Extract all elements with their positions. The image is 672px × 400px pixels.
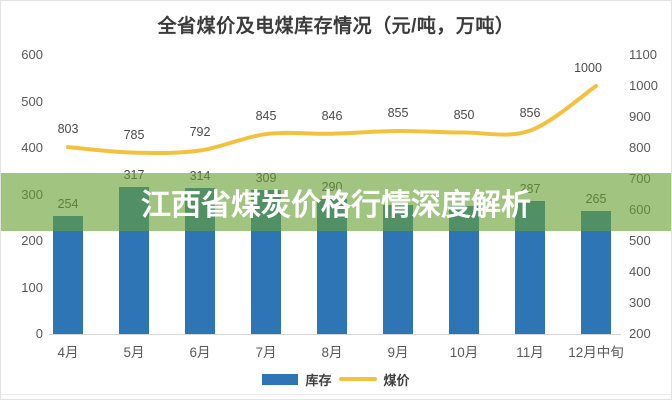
axis-tick-left: 200: [21, 233, 43, 248]
month-label: 9月: [387, 345, 409, 360]
axis-tick-right: 500: [629, 233, 651, 248]
inventory-bar: [581, 210, 611, 334]
line-value-label: 850: [453, 107, 475, 122]
chart-title: 全省煤价及电煤库存情况（元/吨，万吨）: [157, 16, 515, 37]
month-label: 8月: [321, 345, 343, 360]
month-label: 4月: [57, 345, 79, 360]
legend-line-swatch-icon: [338, 377, 377, 381]
axis-tick-left: 500: [21, 93, 43, 109]
axis-tick-right: 400: [629, 264, 651, 279]
line-value-label: 855: [387, 105, 409, 120]
line-value-label: 846: [321, 108, 343, 123]
month-label: 11月: [516, 345, 544, 360]
axis-tick-right: 200: [629, 326, 651, 341]
month-label: 10月: [449, 345, 479, 360]
axis-tick-right: 800: [629, 140, 651, 155]
legend-bar-swatch-icon: [262, 373, 299, 385]
x-axis-line: [49, 334, 621, 335]
line-value-label: 856: [519, 105, 541, 120]
chart-legend: 库存 煤价: [1, 369, 671, 389]
axis-tick-left: 400: [21, 140, 43, 155]
inventory-bar: [53, 215, 83, 334]
banner-title: 江西省煤炭价格行情深度解析: [141, 189, 531, 222]
axis-tick-right: 1100: [629, 47, 657, 62]
axis-tick-right: 1000: [629, 78, 658, 93]
legend-label-price: 煤价: [383, 372, 410, 388]
line-value-label: 1000: [574, 61, 602, 75]
axis-tick-right: 300: [629, 295, 651, 310]
axis-tick-right: 900: [629, 109, 651, 124]
month-label: 6月: [189, 345, 211, 360]
line-value-label: 845: [255, 109, 277, 124]
axis-tick-left: 100: [21, 279, 43, 295]
legend-label-inventory: 库存: [305, 372, 332, 388]
line-value-label: 792: [189, 125, 211, 140]
month-label: 7月: [255, 345, 277, 360]
overlay-banner: 江西省煤炭价格行情深度解析: [1, 173, 671, 231]
line-value-label: 803: [57, 122, 79, 137]
month-label: 5月: [123, 345, 145, 360]
bottom-divider: [1, 394, 671, 395]
month-label: 12月中旬: [568, 345, 624, 360]
line-value-label: 785: [123, 127, 145, 142]
axis-tick-left: 600: [21, 47, 43, 62]
axis-tick-left: 0: [35, 326, 43, 341]
